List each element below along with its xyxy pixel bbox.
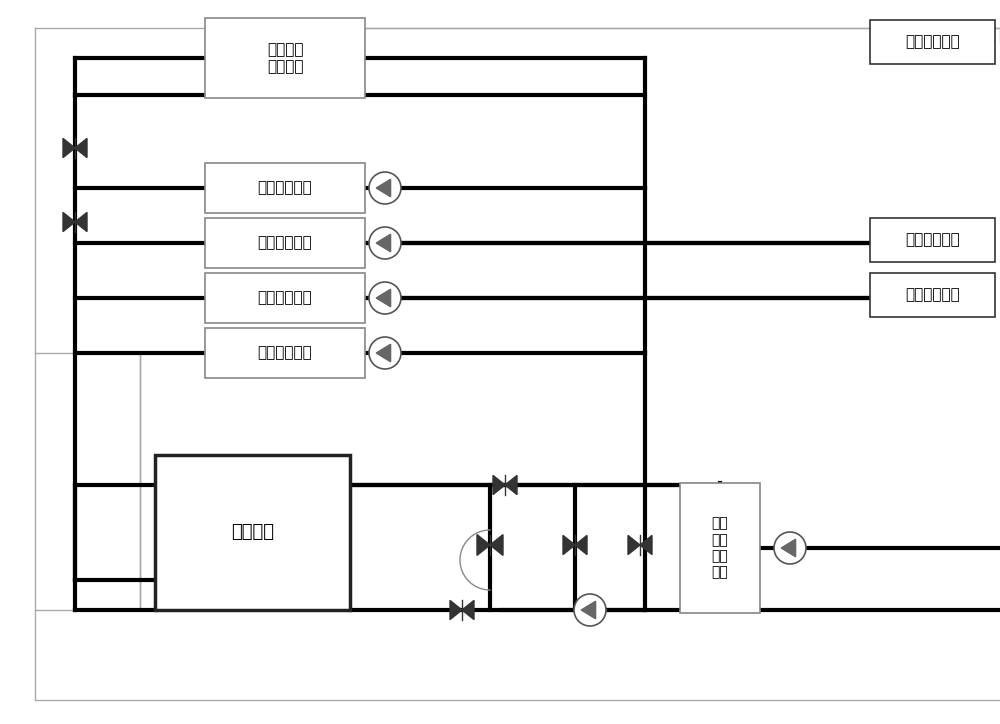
Polygon shape xyxy=(575,536,587,555)
Polygon shape xyxy=(563,536,575,555)
Polygon shape xyxy=(376,234,391,252)
Polygon shape xyxy=(640,536,652,555)
Polygon shape xyxy=(75,212,87,232)
Text: 第一蒸发单元: 第一蒸发单元 xyxy=(258,290,312,306)
Text: 第二冷凝单元: 第二冷凝单元 xyxy=(258,180,312,195)
Polygon shape xyxy=(490,534,503,555)
Polygon shape xyxy=(462,600,474,620)
Bar xyxy=(205,218,365,268)
Polygon shape xyxy=(376,289,391,307)
Text: 第二蒸发单元: 第二蒸发单元 xyxy=(258,345,312,361)
Polygon shape xyxy=(628,536,640,555)
Bar xyxy=(870,218,995,262)
Circle shape xyxy=(774,532,806,564)
Polygon shape xyxy=(493,476,505,494)
Polygon shape xyxy=(75,138,87,158)
Bar xyxy=(870,273,995,317)
Bar xyxy=(870,20,995,64)
Bar xyxy=(205,18,365,98)
Text: 第一冷凝单元: 第一冷凝单元 xyxy=(258,235,312,251)
Text: 第二工作单元: 第二工作单元 xyxy=(905,35,960,49)
Bar xyxy=(205,163,365,213)
Polygon shape xyxy=(781,539,796,557)
Polygon shape xyxy=(63,138,75,158)
Text: 第一
板式
换热
单元: 第一 板式 换热 单元 xyxy=(712,517,728,579)
Polygon shape xyxy=(450,600,462,620)
Polygon shape xyxy=(581,601,596,619)
Circle shape xyxy=(369,337,401,369)
Polygon shape xyxy=(505,476,517,494)
Text: 第一工作单元: 第一工作单元 xyxy=(905,232,960,248)
Text: 第三工作单元: 第三工作单元 xyxy=(905,287,960,303)
Polygon shape xyxy=(376,344,391,362)
Bar xyxy=(680,483,760,613)
Circle shape xyxy=(574,594,606,626)
Polygon shape xyxy=(376,180,391,197)
Circle shape xyxy=(369,227,401,259)
Bar xyxy=(155,455,350,610)
Text: 第二板式
换热单元: 第二板式 换热单元 xyxy=(267,42,303,74)
Polygon shape xyxy=(477,534,490,555)
Text: 蓄能单元: 蓄能单元 xyxy=(231,523,274,542)
Circle shape xyxy=(369,172,401,204)
Polygon shape xyxy=(63,212,75,232)
Circle shape xyxy=(369,282,401,314)
Bar xyxy=(205,328,365,378)
Bar xyxy=(205,273,365,323)
